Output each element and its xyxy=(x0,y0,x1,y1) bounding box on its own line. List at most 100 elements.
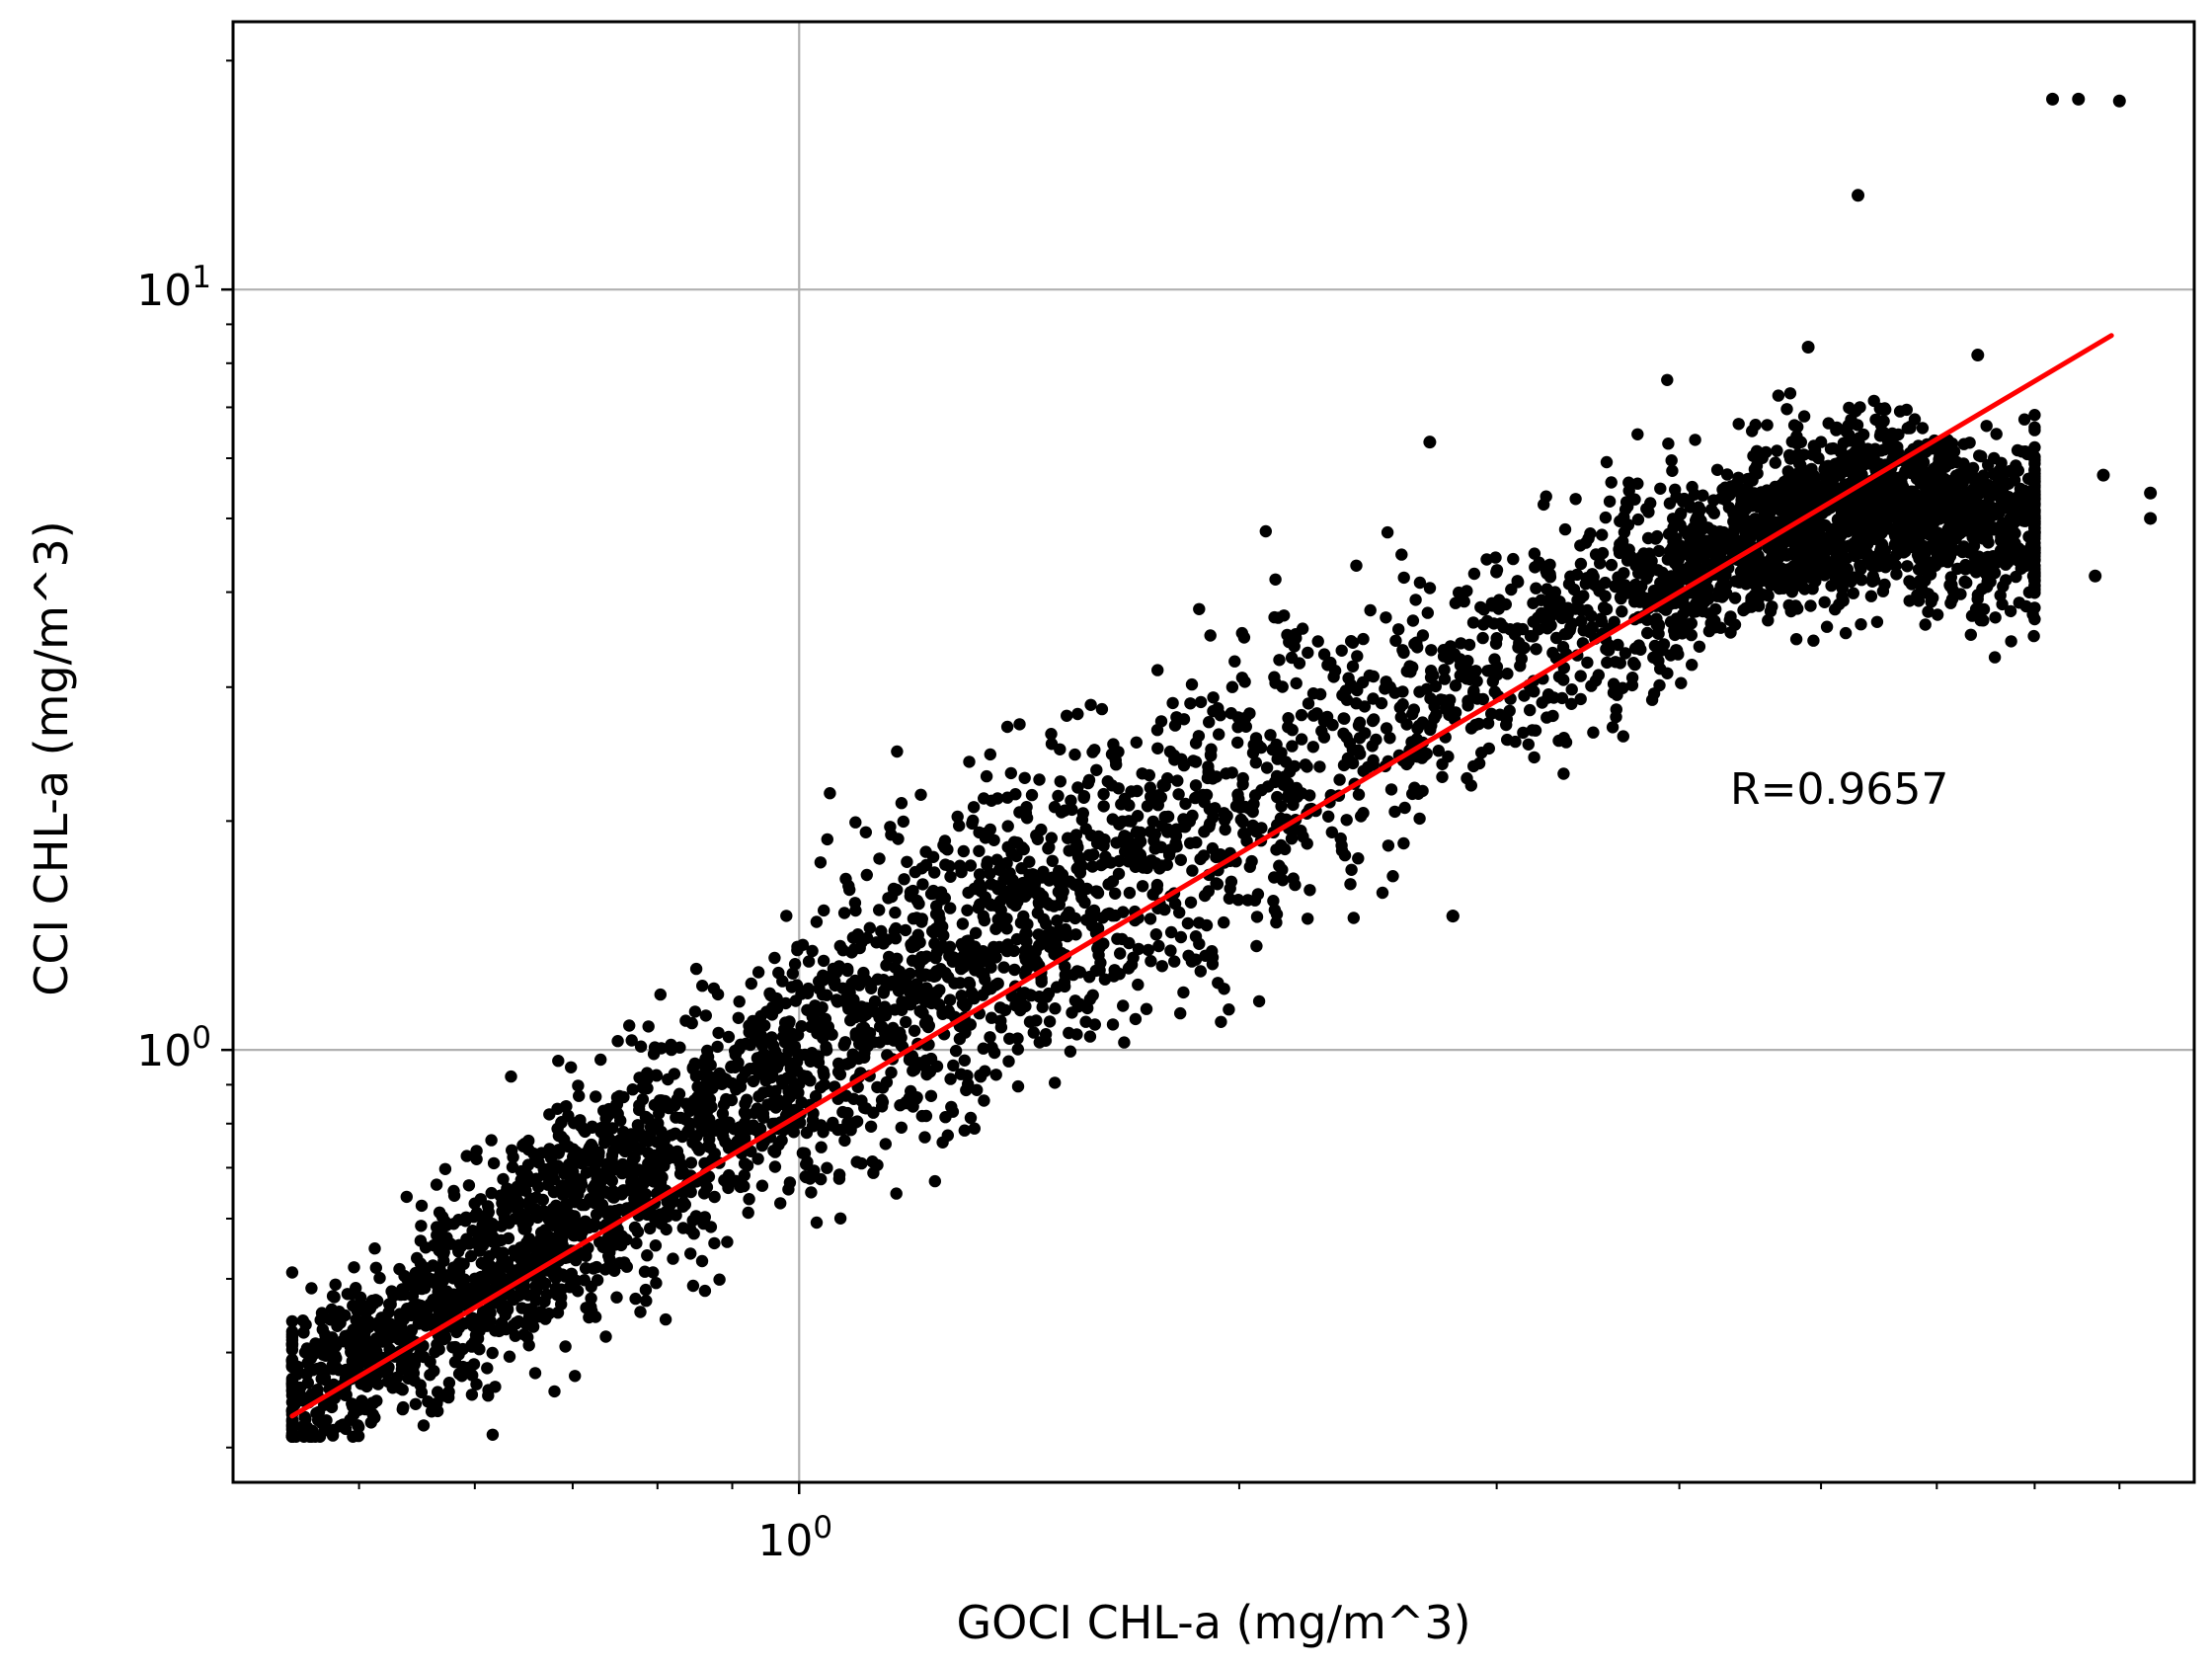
data-point xyxy=(620,1233,633,1246)
data-point xyxy=(860,868,873,882)
data-point xyxy=(1203,716,1216,729)
data-point xyxy=(764,1051,778,1064)
data-point xyxy=(868,994,882,1008)
data-point xyxy=(1461,585,1473,597)
data-point xyxy=(1268,871,1281,884)
data-point xyxy=(352,1429,365,1443)
data-point xyxy=(1083,992,1097,1006)
data-point xyxy=(1728,592,1742,604)
data-point xyxy=(1129,1012,1143,1026)
data-point xyxy=(594,1053,607,1067)
data-point xyxy=(841,962,854,976)
data-point xyxy=(1990,428,2003,440)
data-point xyxy=(1352,788,1366,801)
data-point xyxy=(1527,615,1540,628)
data-point xyxy=(1769,456,1782,469)
data-point xyxy=(821,989,833,1001)
data-point xyxy=(874,1020,887,1033)
data-point xyxy=(1001,820,1014,833)
data-point xyxy=(1695,548,1707,561)
data-point xyxy=(1918,539,1931,553)
data-point xyxy=(1231,736,1244,750)
data-point xyxy=(468,1335,481,1349)
data-point xyxy=(393,1333,406,1346)
data-point xyxy=(1455,670,1467,683)
data-point xyxy=(879,1138,892,1151)
data-point xyxy=(1685,617,1698,630)
data-point xyxy=(1719,538,1732,551)
data-point xyxy=(1007,944,1020,958)
data-point xyxy=(1274,812,1288,825)
data-point xyxy=(1189,755,1203,768)
data-point xyxy=(1989,611,2002,624)
data-point xyxy=(1296,622,1309,635)
data-point xyxy=(655,1216,668,1229)
data-point xyxy=(1760,445,1773,459)
data-point xyxy=(945,1100,958,1114)
data-point xyxy=(1652,627,1665,640)
data-point xyxy=(1424,723,1437,737)
data-point xyxy=(989,951,1002,964)
data-point xyxy=(1762,614,1775,627)
data-point xyxy=(1313,687,1327,701)
data-point xyxy=(683,1117,696,1131)
data-point xyxy=(1507,552,1520,566)
data-point xyxy=(938,892,951,905)
data-point xyxy=(411,1251,424,1265)
data-point xyxy=(1740,561,1753,574)
data-point xyxy=(1667,521,1680,534)
data-point xyxy=(1454,653,1466,666)
data-point xyxy=(1458,595,1470,608)
data-point xyxy=(1762,541,1775,555)
data-point xyxy=(1231,721,1244,734)
data-point xyxy=(577,1219,590,1231)
data-point xyxy=(447,1218,460,1230)
data-point xyxy=(1910,472,1924,485)
data-point xyxy=(1070,1028,1083,1041)
data-point xyxy=(1436,770,1449,783)
data-point xyxy=(1442,698,1456,711)
data-point xyxy=(1613,546,1626,560)
data-point xyxy=(465,1389,479,1401)
data-point xyxy=(1619,647,1632,660)
data-point xyxy=(496,1254,510,1267)
data-point xyxy=(1400,755,1413,768)
data-point xyxy=(1215,1015,1227,1029)
data-point xyxy=(2018,545,2031,558)
data-point xyxy=(1236,816,1249,829)
data-point xyxy=(1500,718,1513,732)
data-point xyxy=(1945,477,1959,491)
data-point xyxy=(1665,454,1678,467)
data-point xyxy=(1184,697,1197,710)
data-point xyxy=(641,1081,654,1095)
data-point xyxy=(1235,672,1249,684)
data-point xyxy=(591,1274,604,1287)
data-point xyxy=(964,1111,978,1125)
data-point xyxy=(565,1061,578,1074)
data-point xyxy=(470,1152,483,1166)
data-point xyxy=(412,1282,425,1295)
data-point xyxy=(1189,930,1203,943)
data-point xyxy=(951,810,964,824)
data-point xyxy=(1893,405,1907,418)
data-point xyxy=(1065,794,1077,807)
data-point xyxy=(372,1334,386,1348)
data-point xyxy=(1438,673,1452,685)
data-point xyxy=(1162,844,1175,858)
data-point xyxy=(1793,450,1807,463)
data-point xyxy=(318,1371,332,1385)
data-point xyxy=(474,1193,487,1206)
data-point xyxy=(306,1364,320,1377)
data-point xyxy=(1424,692,1437,705)
data-point xyxy=(1976,603,1989,616)
data-point xyxy=(2014,562,2027,575)
data-point xyxy=(1027,1026,1041,1039)
data-point xyxy=(1090,836,1104,850)
data-point xyxy=(920,1013,934,1027)
data-point xyxy=(1367,692,1380,705)
data-point xyxy=(715,1077,729,1091)
data-point xyxy=(1075,813,1089,827)
data-point xyxy=(1871,500,1884,513)
data-point xyxy=(804,1074,817,1087)
data-point xyxy=(1125,815,1138,828)
